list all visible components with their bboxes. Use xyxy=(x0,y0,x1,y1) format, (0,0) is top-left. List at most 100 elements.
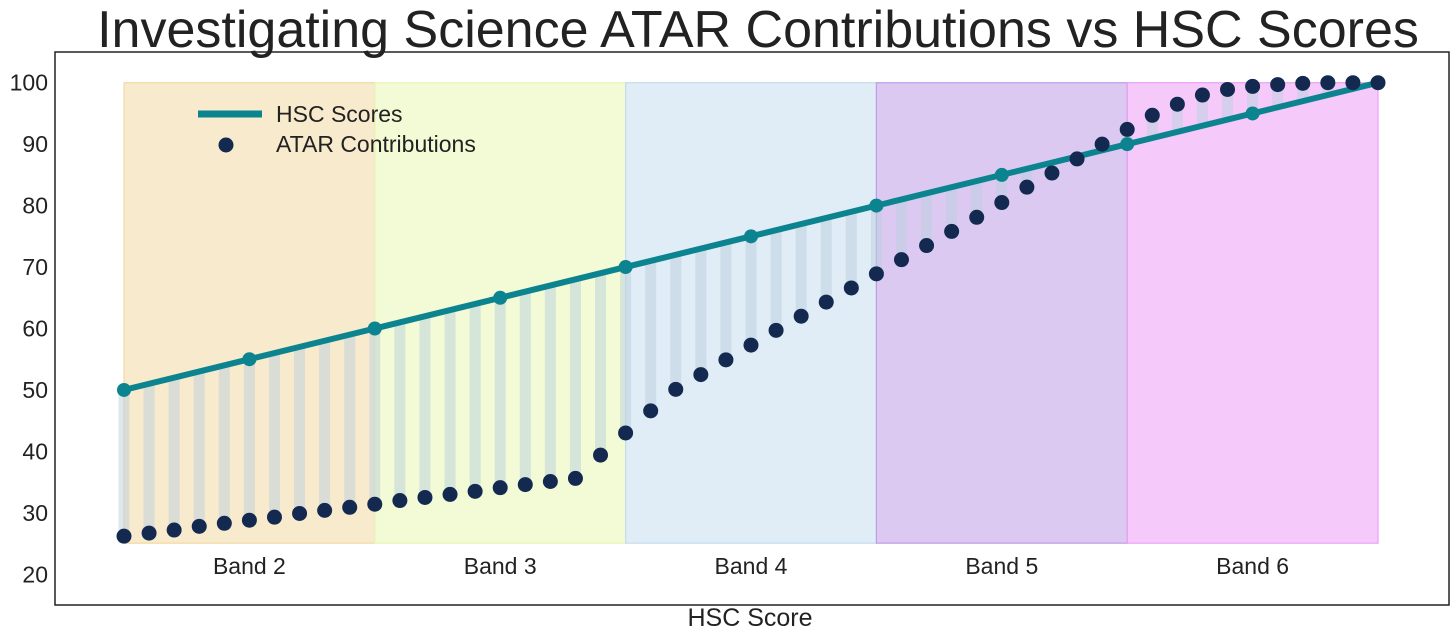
legend-dot-swatch xyxy=(218,137,234,153)
atar-contribution-point xyxy=(467,483,483,499)
gap-bar xyxy=(1146,115,1158,139)
gap-bar xyxy=(870,205,882,274)
chart-title: Investigating Science ATAR Contributions… xyxy=(97,1,1419,59)
y-tick-label: 90 xyxy=(22,131,48,157)
atar-contribution-point xyxy=(1019,179,1035,195)
gap-bar xyxy=(268,353,280,518)
atar-contribution-point xyxy=(367,496,383,512)
atar-contribution-point xyxy=(492,480,508,496)
atar-contribution-point xyxy=(919,238,935,254)
gap-bar xyxy=(971,181,983,218)
atar-contribution-point xyxy=(593,447,609,463)
gap-bar xyxy=(394,322,406,501)
gap-bar xyxy=(670,254,682,390)
gap-bar xyxy=(921,193,933,246)
hsc-score-marker xyxy=(117,382,131,397)
band-label-6: Band 6 xyxy=(1216,553,1289,579)
gap-bar xyxy=(895,199,907,260)
atar-contribution-point xyxy=(818,294,834,310)
gap-bar xyxy=(820,217,832,303)
gap-bar xyxy=(695,248,707,375)
gap-bar xyxy=(319,340,331,511)
atar-contribution-point xyxy=(668,381,684,397)
atar-contribution-point xyxy=(618,425,634,441)
gap-bar xyxy=(996,174,1008,203)
gap-bar xyxy=(946,187,958,232)
atar-contribution-point xyxy=(442,486,458,502)
y-tick-label: 100 xyxy=(10,70,48,96)
gap-bar xyxy=(1196,95,1208,126)
gap-bar xyxy=(645,260,657,411)
atar-contribution-point xyxy=(1245,78,1261,94)
gap-bar xyxy=(243,359,255,521)
atar-contribution-point xyxy=(743,337,759,353)
atar-contribution-point xyxy=(944,223,960,239)
y-tick-label: 70 xyxy=(22,254,48,280)
atar-contribution-point xyxy=(969,209,985,225)
band-region-6 xyxy=(1126,82,1379,544)
y-axis-ticks: 20 30 40 50 60 70 80 90 100 xyxy=(10,70,48,588)
atar-contribution-point xyxy=(116,528,132,544)
gap-bar xyxy=(770,230,782,331)
gap-bar xyxy=(143,383,155,534)
hsc-score-marker xyxy=(367,321,382,336)
gap-bar xyxy=(795,224,807,317)
atar-contribution-point xyxy=(693,367,709,383)
y-tick-label: 80 xyxy=(22,193,48,219)
gap-bar xyxy=(1297,83,1309,102)
gap-bar xyxy=(569,279,581,479)
atar-contribution-point xyxy=(1044,165,1060,181)
gap-bar xyxy=(620,267,632,433)
y-tick-label: 40 xyxy=(22,438,48,464)
atar-contribution-point xyxy=(517,477,533,493)
legend-label-hsc: HSC Scores xyxy=(276,101,403,127)
atar-contributions-series xyxy=(116,75,1386,544)
band-label-2: Band 2 xyxy=(213,553,286,579)
atar-contribution-point xyxy=(1119,121,1135,137)
gap-bar xyxy=(444,310,456,495)
band-label-5: Band 5 xyxy=(965,553,1038,579)
band-region-5 xyxy=(875,82,1128,544)
atar-contribution-point xyxy=(1220,81,1236,97)
atar-contribution-point xyxy=(643,403,659,419)
atar-contribution-point xyxy=(1270,77,1286,93)
gap-bar xyxy=(369,328,381,505)
hsc-score-marker xyxy=(242,352,257,367)
atar-contribution-point xyxy=(868,266,884,282)
band-label-3: Band 3 xyxy=(464,553,537,579)
gap-bar xyxy=(168,377,180,531)
atar-contribution-point xyxy=(893,252,909,268)
gap-bar xyxy=(1171,104,1183,132)
hsc-score-marker xyxy=(744,229,758,244)
y-tick-label: 20 xyxy=(22,561,48,587)
gap-bar xyxy=(218,365,230,524)
gap-bar xyxy=(544,285,556,482)
y-tick-label: 30 xyxy=(22,500,48,526)
atar-contribution-point xyxy=(1069,151,1085,167)
atar-contribution-point xyxy=(1169,96,1185,112)
atar-contribution-point xyxy=(994,195,1010,211)
atar-contribution-point xyxy=(141,525,157,541)
gap-bar xyxy=(1222,89,1234,120)
gap-bar xyxy=(1247,86,1259,114)
hsc-score-marker xyxy=(994,167,1009,182)
atar-contribution-point xyxy=(542,473,558,489)
y-tick-label: 60 xyxy=(22,316,48,342)
legend: HSC Scores ATAR Contributions xyxy=(198,101,476,157)
atar-contribution-point xyxy=(166,522,182,538)
gap-bars xyxy=(118,82,1359,537)
atar-contribution-point xyxy=(191,518,207,534)
atar-contribution-point xyxy=(718,352,734,368)
gap-bar xyxy=(1272,84,1284,108)
x-axis-label: HSC Score xyxy=(687,604,813,632)
gap-bar xyxy=(193,371,205,527)
atar-contribution-point xyxy=(1094,136,1110,152)
atar-contribution-point xyxy=(241,512,257,528)
atar-contribution-point xyxy=(1345,75,1361,91)
hsc-score-marker xyxy=(1245,106,1260,121)
band-labels: Band 2 Band 3 Band 4 Band 5 Band 6 xyxy=(213,553,1289,579)
atar-contribution-point xyxy=(1144,107,1160,123)
hsc-score-marker xyxy=(493,290,508,305)
atar-contribution-point xyxy=(768,322,784,338)
